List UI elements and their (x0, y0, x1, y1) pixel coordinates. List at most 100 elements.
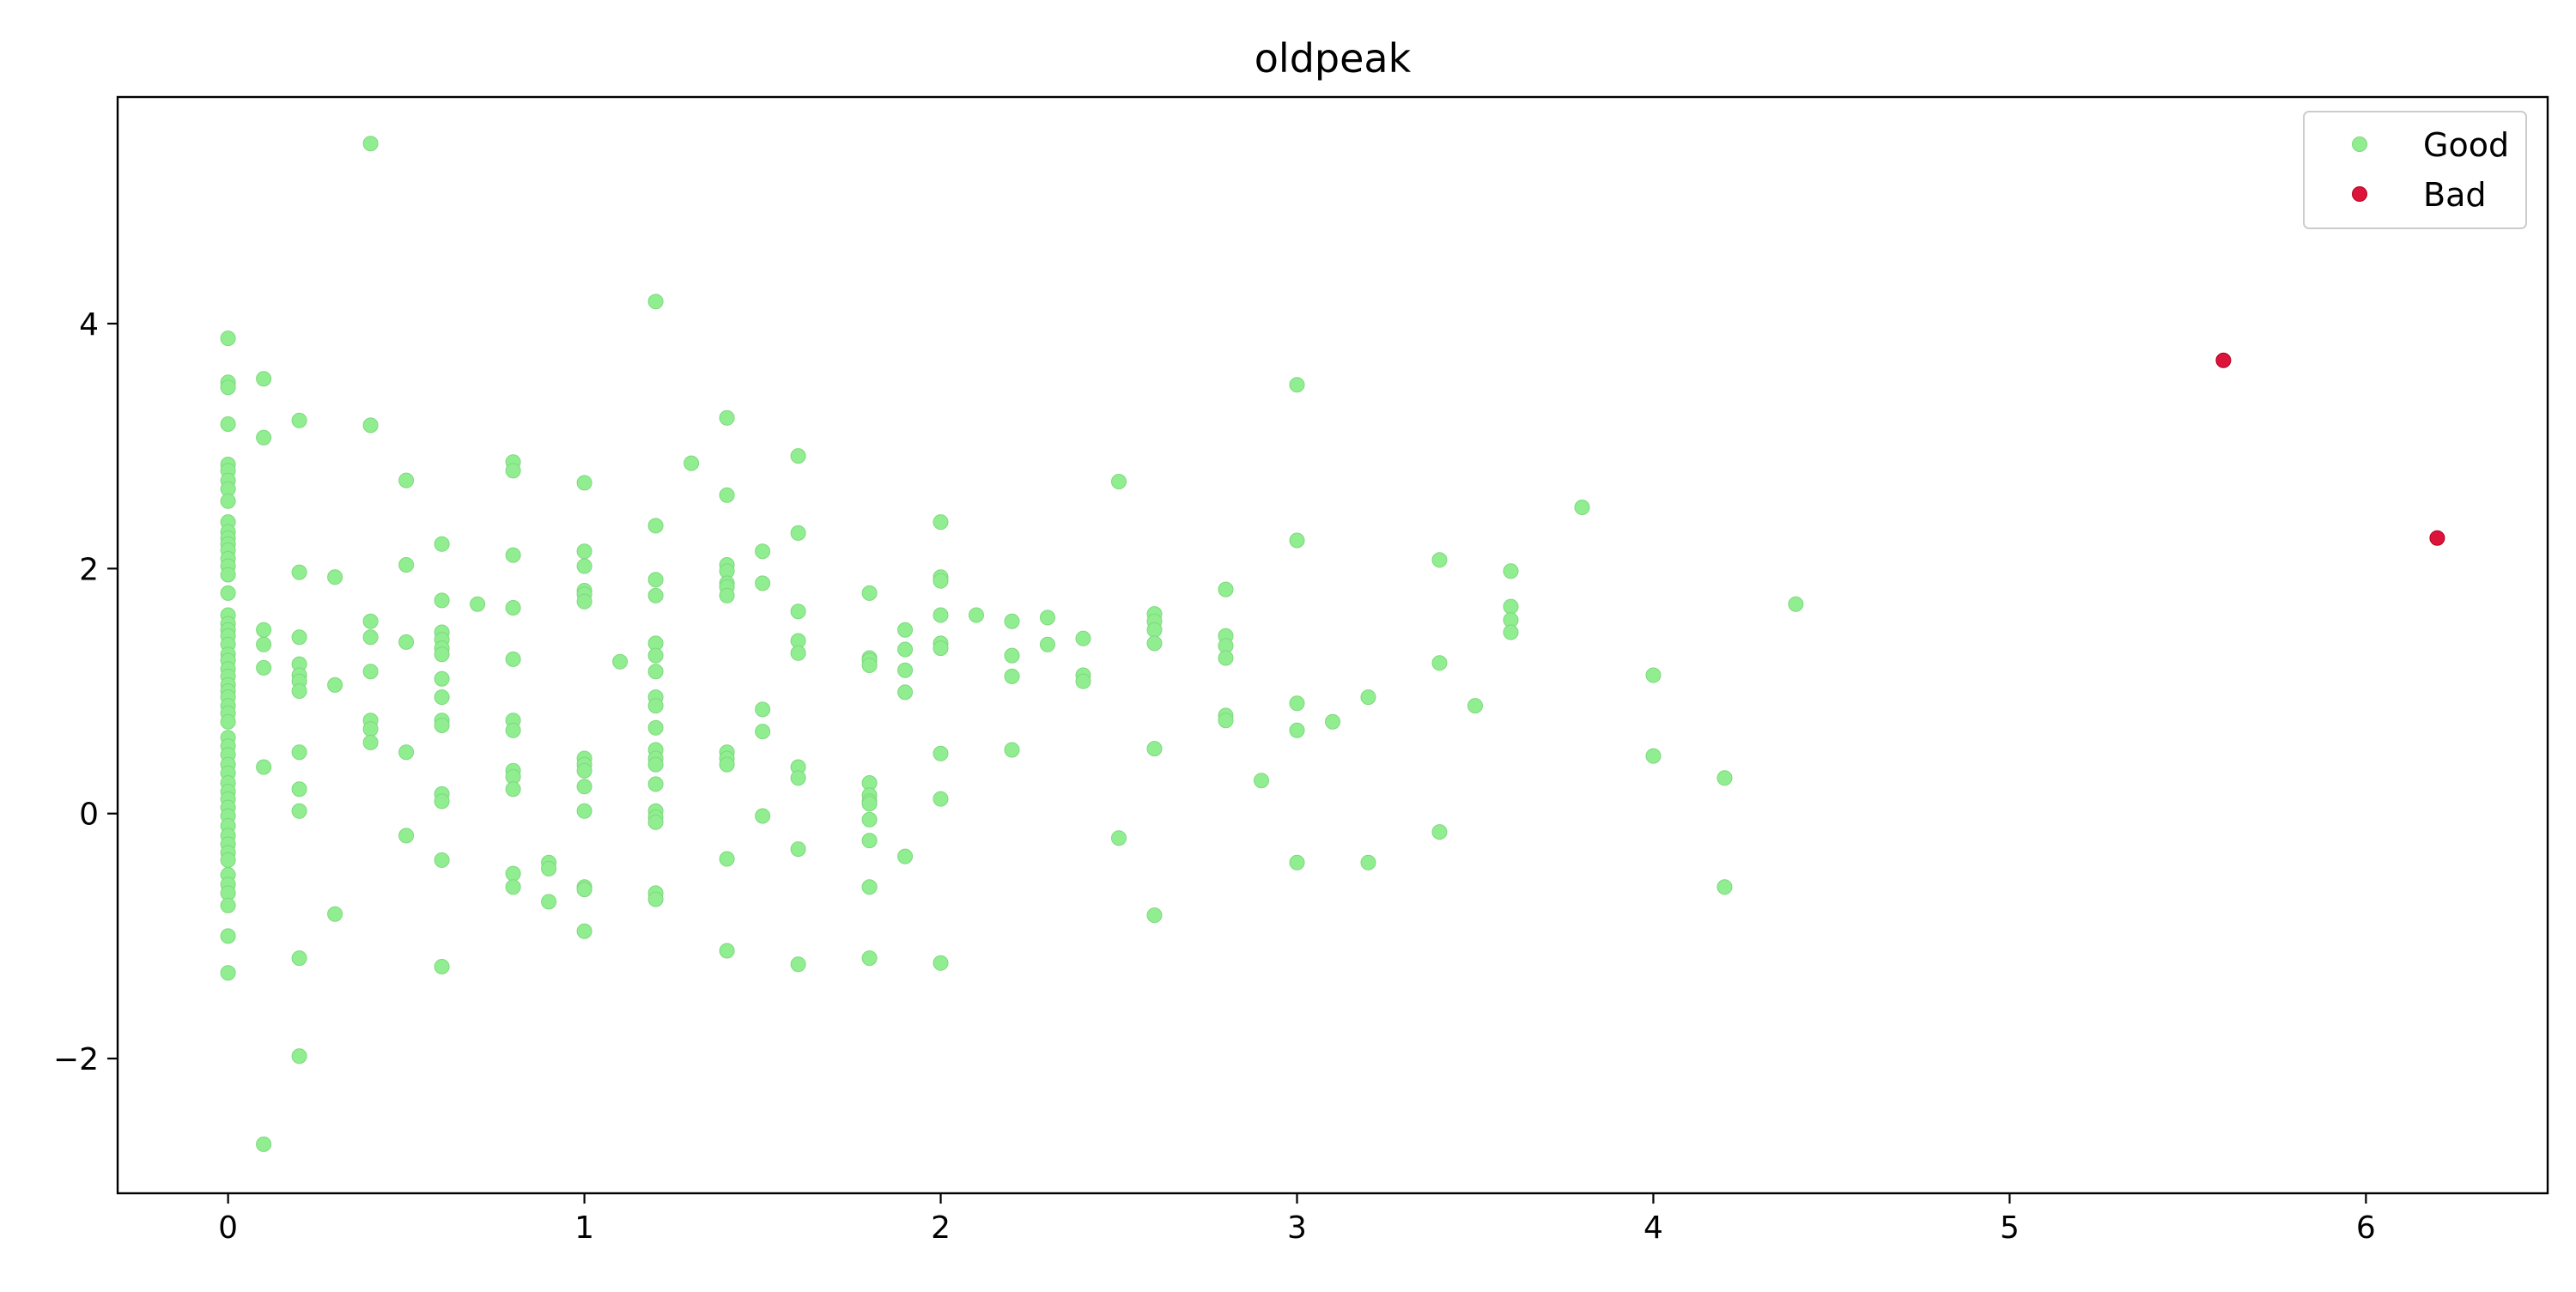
point-good (647, 647, 664, 664)
point-good (291, 950, 307, 967)
point-good (1146, 741, 1163, 757)
point-good (1467, 698, 1483, 714)
point-good (897, 848, 914, 864)
point-good (1289, 854, 1305, 870)
point-good (647, 891, 664, 907)
point-good (256, 429, 272, 446)
point-good (933, 573, 949, 589)
legend-label-good: Good (2423, 126, 2509, 164)
y-tick-label: 2 (79, 552, 99, 587)
point-good (1788, 596, 1804, 612)
point-bad (2429, 530, 2445, 546)
point-good (1716, 879, 1733, 895)
point-good (1360, 689, 1376, 706)
point-good (576, 543, 592, 560)
point-good (291, 1048, 307, 1065)
point-good (1075, 630, 1091, 646)
point-good (933, 955, 949, 971)
point-good (1431, 824, 1448, 840)
point-good (327, 569, 343, 585)
point-good (1040, 610, 1055, 626)
point-good (220, 331, 236, 347)
x-tick-label: 2 (931, 1210, 951, 1246)
point-good (220, 379, 236, 396)
point-good (861, 833, 878, 849)
point-good (398, 828, 415, 844)
point-good (505, 781, 521, 798)
point-good (969, 607, 984, 623)
point-good (755, 701, 771, 718)
point-good (434, 793, 450, 810)
point-good (1218, 650, 1234, 666)
point-good (327, 676, 343, 693)
point-good (256, 622, 272, 638)
point-good (1146, 622, 1163, 638)
point-good (398, 557, 415, 573)
point-good (434, 592, 450, 609)
point-good (470, 596, 486, 612)
point-good (576, 558, 592, 574)
point-good (291, 564, 307, 580)
point-good (861, 658, 878, 673)
point-good (220, 493, 236, 509)
point-good (647, 664, 664, 680)
point-good (861, 585, 878, 601)
point-good (1503, 563, 1519, 579)
x-tick-label: 4 (1643, 1210, 1663, 1246)
point-good (1289, 722, 1305, 738)
y-axis: −2 0 2 4 (53, 307, 118, 1077)
point-good (1146, 635, 1163, 652)
x-tick-label: 6 (2356, 1210, 2376, 1246)
point-good (1645, 748, 1662, 764)
point-good (1503, 598, 1519, 615)
point-good (505, 865, 521, 882)
point-good (647, 698, 664, 714)
point-good (362, 136, 379, 152)
point-good (362, 721, 379, 737)
point-good (576, 475, 592, 491)
point-good (933, 607, 949, 623)
chart-title: oldpeak (1255, 35, 1412, 82)
x-tick-label: 1 (574, 1210, 594, 1246)
point-good (755, 543, 771, 560)
point-good (291, 744, 307, 761)
point-good (933, 791, 949, 807)
point-good (505, 722, 521, 738)
point-good (719, 409, 735, 426)
point-good (505, 600, 521, 616)
point-good (398, 744, 415, 761)
point-good (1004, 668, 1020, 684)
y-tick-label: 4 (79, 307, 99, 343)
point-good (362, 613, 379, 629)
point-good (647, 719, 664, 736)
point-good (220, 416, 236, 432)
point-good (220, 897, 236, 913)
legend: Good Bad (2303, 111, 2527, 229)
point-good (790, 956, 806, 973)
point-good (683, 455, 700, 471)
plot-area-frame (116, 95, 2549, 1195)
point-good (291, 412, 307, 428)
point-good (1716, 770, 1733, 786)
point-good (719, 943, 735, 959)
point-good (1289, 695, 1305, 712)
point-good (647, 587, 664, 604)
point-good (647, 814, 664, 830)
point-good (434, 959, 450, 974)
point-good (612, 653, 629, 670)
point-good (256, 1136, 272, 1152)
point-good (256, 636, 272, 652)
point-good (362, 734, 379, 750)
point-good (505, 879, 521, 895)
point-good (1004, 742, 1020, 758)
point-good (1289, 532, 1305, 549)
point-good (1431, 655, 1448, 671)
point-good (861, 796, 878, 812)
point-good (362, 664, 379, 680)
legend-marker-good (2352, 136, 2367, 152)
point-good (291, 781, 307, 798)
point-good (719, 851, 735, 867)
point-good (576, 779, 592, 795)
